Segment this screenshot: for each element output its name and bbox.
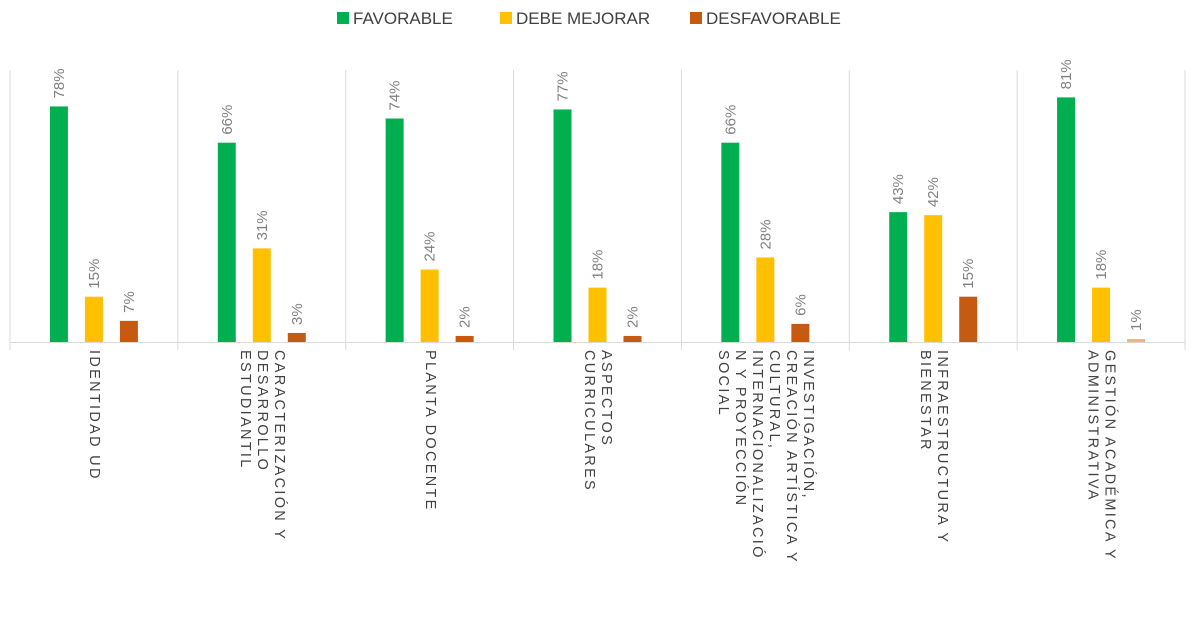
data-label: 2% — [625, 306, 642, 328]
category-labels: IDENTIDAD UD CARACTERIZACIÓN YDESARROLLOE… — [86, 350, 1119, 564]
bar — [1127, 338, 1146, 342]
category-label-line: IDENTIDAD UD — [86, 350, 102, 481]
data-label: 42% — [925, 177, 942, 207]
data-label: 6% — [792, 294, 809, 316]
bar — [119, 320, 138, 342]
bar — [84, 296, 103, 342]
category-label-line: CULTURAL, — [766, 350, 782, 450]
data-label: 18% — [1093, 250, 1110, 280]
legend: FAVORABLE DEBE MEJORAR DESFAVORABLE — [337, 9, 841, 28]
legend-label: DEBE MEJORAR — [516, 9, 650, 28]
category-label-line: GESTIÓN ACADÉMICA Y — [1102, 350, 1119, 561]
bar — [420, 269, 439, 342]
data-label: 81% — [1058, 59, 1075, 89]
data-label: 31% — [254, 210, 271, 240]
data-label: 43% — [890, 174, 907, 204]
category-label-line: INVESTIGACIÓN, — [800, 350, 817, 500]
legend-label: DESFAVORABLE — [706, 9, 841, 28]
bar — [623, 335, 642, 342]
category-label: INVESTIGACIÓN,CREACIÓN ARTÍSTICA YCULTUR… — [715, 350, 817, 564]
category-label-line: CREACIÓN ARTÍSTICA Y — [783, 350, 800, 564]
data-label: 28% — [757, 219, 774, 249]
category-label: IDENTIDAD UD — [86, 350, 102, 481]
bar — [287, 332, 306, 342]
category-label-line: DESARROLLO — [254, 350, 270, 472]
bar — [1092, 287, 1111, 342]
bar — [756, 257, 775, 342]
category-label-line: CARACTERIZACIÓN Y — [271, 350, 288, 541]
bar — [385, 118, 404, 343]
bar — [889, 212, 908, 342]
bar — [455, 335, 474, 342]
legend-swatch — [500, 12, 512, 24]
category-label-line: INFRAESTRUCTURA Y — [934, 350, 950, 544]
bars — [49, 97, 1146, 343]
category-separators — [9, 70, 1186, 350]
category-label-line: ASPECTOS — [598, 350, 614, 447]
legend-swatch — [690, 12, 702, 24]
bar — [252, 248, 271, 342]
bar — [217, 142, 236, 342]
data-label: 74% — [387, 80, 404, 110]
data-label: 3% — [289, 303, 306, 325]
data-label: 2% — [457, 306, 474, 328]
bar — [721, 142, 740, 342]
legend-swatch — [337, 12, 349, 24]
category-label-line: SOCIAL — [715, 350, 731, 417]
data-label: 66% — [219, 105, 236, 135]
bar — [1057, 97, 1076, 342]
data-label: 77% — [555, 71, 572, 101]
bar — [49, 106, 68, 342]
legend-label: FAVORABLE — [353, 9, 453, 28]
category-label-line: ADMINISTRATIVA — [1085, 350, 1101, 502]
bar — [959, 296, 978, 342]
category-label: PLANTA DOCENTE — [422, 350, 438, 512]
bar — [924, 215, 943, 342]
data-label: 66% — [722, 105, 739, 135]
value-labels: 78% 15% 7% 66% 31% 3% 74% 24% 2% 77% 18% 2% 66% 28% 6%… — [51, 59, 1145, 331]
category-label-line: INTERNACIONALIZACIÓ — [749, 350, 766, 560]
data-label: 18% — [590, 250, 607, 280]
data-label: 1% — [1128, 309, 1145, 331]
bar — [791, 323, 810, 342]
bar — [588, 287, 607, 342]
data-label: 7% — [121, 291, 138, 313]
category-label-line: PLANTA DOCENTE — [422, 350, 438, 512]
data-label: 24% — [422, 231, 439, 261]
data-label: 15% — [960, 259, 977, 289]
data-label: 78% — [51, 68, 68, 98]
category-label-line: ESTUDIANTIL — [237, 350, 253, 470]
data-label: 15% — [86, 259, 103, 289]
category-label-line: CURRICULARES — [581, 350, 597, 492]
category-label-line: BIENESTAR — [917, 350, 933, 452]
category-label-line: N Y PROYECCIÓN — [732, 350, 749, 507]
bar — [553, 109, 572, 343]
